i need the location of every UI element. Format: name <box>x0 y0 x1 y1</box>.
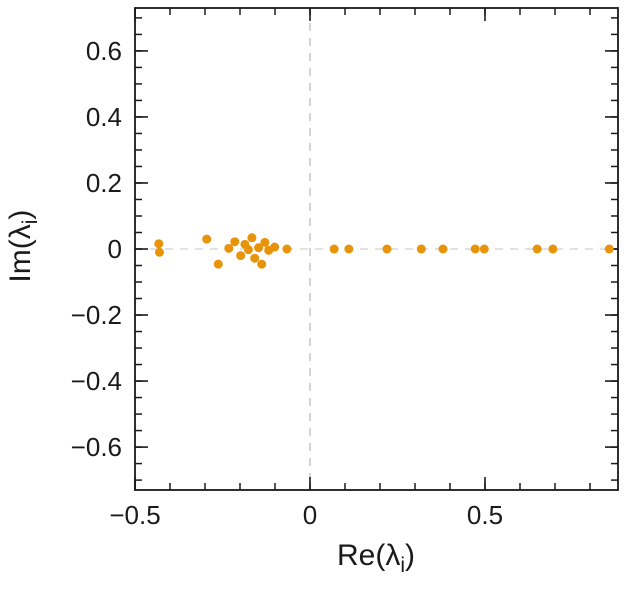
data-point <box>260 237 270 247</box>
y-tick-label: 0.2 <box>86 168 122 198</box>
data-point <box>344 244 354 254</box>
data-point <box>548 244 558 254</box>
y-tick-label: 0.4 <box>86 102 122 132</box>
data-point <box>230 237 240 247</box>
data-point <box>224 243 234 253</box>
y-axis-label-close: ) <box>3 209 37 220</box>
data-point <box>247 233 257 243</box>
y-tick-label: −0.6 <box>71 432 122 462</box>
data-point <box>243 245 253 255</box>
data-point <box>282 244 292 254</box>
x-tick-label: −0.5 <box>109 500 160 530</box>
data-point <box>329 244 339 254</box>
y-tick-label: 0.6 <box>86 36 122 66</box>
x-axis-label-close: ) <box>405 539 415 572</box>
data-point <box>438 244 448 254</box>
data-point <box>479 244 489 254</box>
y-axis-label-subscript: i <box>18 219 42 225</box>
data-point <box>254 243 264 253</box>
data-point <box>470 244 480 254</box>
data-point <box>155 247 164 257</box>
x-axis-label-subscript: i <box>400 554 405 577</box>
x-tick-label: 0 <box>303 500 317 530</box>
data-point <box>250 253 260 263</box>
data-point <box>213 259 223 269</box>
data-point <box>532 244 542 254</box>
x-tick-label: 0.5 <box>467 500 503 530</box>
plot-frame <box>134 7 619 491</box>
x-axis-label: Re(λi) <box>226 538 526 578</box>
y-axis-label: Im(λi) <box>3 126 43 366</box>
data-point <box>270 242 280 252</box>
y-axis-label-text: Im(λ <box>3 224 37 283</box>
y-tick-label: −0.4 <box>71 366 122 396</box>
data-point <box>236 251 246 261</box>
data-point <box>202 234 212 244</box>
x-axis-label-text: Re(λ <box>336 539 401 572</box>
y-tick-label: 0 <box>108 234 122 264</box>
data-point <box>154 239 164 249</box>
data-point <box>416 244 426 254</box>
data-point <box>257 259 267 269</box>
data-point <box>604 244 614 254</box>
y-tick-label: −0.2 <box>71 300 122 330</box>
data-point <box>382 244 392 254</box>
